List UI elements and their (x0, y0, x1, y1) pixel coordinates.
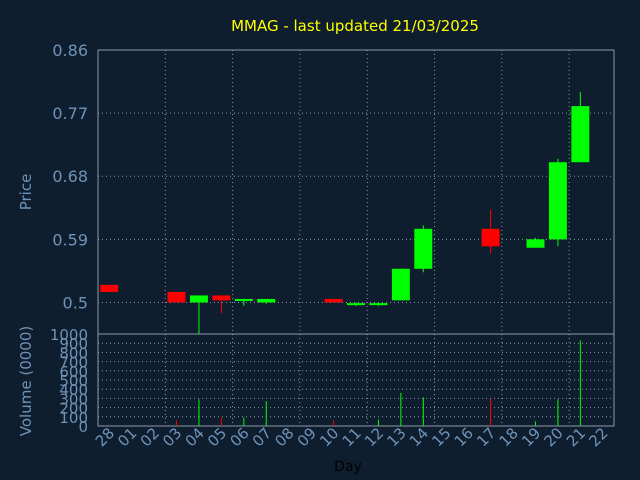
candle-body (571, 106, 590, 163)
price-candles (100, 92, 590, 334)
price-panel: 0.5 0.59 0.68 0.77 0.86 Price (17, 41, 615, 335)
volume-y-tick-label: 700 (59, 354, 88, 372)
volume-y-tick-label: 800 (59, 344, 88, 362)
candle-body (324, 298, 343, 303)
x-axis-label: Day (334, 459, 362, 475)
volume-y-tick-label: 600 (59, 363, 88, 381)
volume-y-axis-label: Volume (0000) (17, 326, 35, 436)
volume-y-tick-label: 100 (59, 409, 88, 427)
price-y-tick-label: 0.5 (63, 293, 88, 312)
volume-y-tick-label: 500 (59, 372, 88, 390)
price-y-tick-label: 0.77 (52, 104, 88, 123)
candle-body (189, 295, 208, 303)
candle-body (257, 298, 276, 303)
candle-body (167, 291, 186, 303)
candle-body (100, 284, 119, 292)
candle-body (481, 228, 500, 247)
price-y-ticks: 0.5 0.59 0.68 0.77 0.86 (52, 41, 88, 312)
candle-body (526, 239, 545, 248)
volume-y-tick-label: 900 (59, 335, 88, 353)
price-y-tick-label: 0.68 (52, 167, 88, 186)
volume-bars (176, 340, 581, 426)
volume-y-tick-label: 300 (59, 390, 88, 408)
price-y-tick-label: 0.86 (52, 41, 88, 60)
candle-body (414, 228, 433, 269)
chart-title: MMAG - last updated 21/03/2025 (231, 17, 479, 35)
candle-body (234, 298, 253, 302)
candle-body (369, 303, 388, 306)
candle-body (391, 268, 410, 301)
volume-y-tick-label: 0 (78, 418, 88, 436)
volume-grid (98, 333, 614, 427)
volume-y-tick-label: 200 (59, 400, 88, 418)
volume-y-tick-label: 400 (59, 381, 88, 399)
price-y-axis-label: Price (17, 174, 35, 211)
price-grid (98, 49, 614, 334)
x-axis-ticks: 2801020304050607080910111213141516171819… (92, 424, 612, 450)
candle-body (212, 295, 231, 301)
price-y-tick-label: 0.59 (52, 230, 88, 249)
candle-body (347, 303, 365, 306)
volume-y-tick-label: 1000 (50, 326, 88, 344)
candle-body (548, 162, 567, 240)
